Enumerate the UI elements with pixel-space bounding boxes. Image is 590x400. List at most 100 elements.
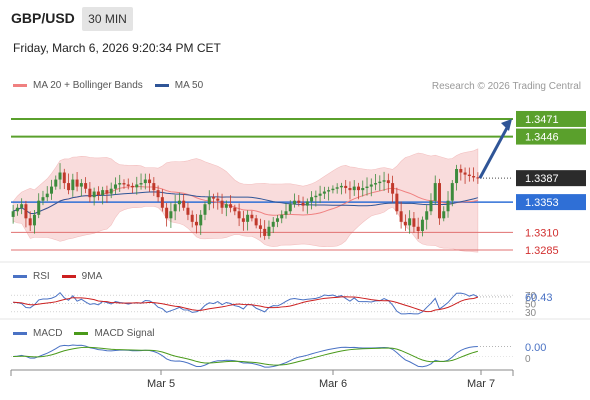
candle-body [177,200,181,205]
candle-body [450,183,454,201]
candle-body [280,214,284,219]
resistance-label-box [516,128,586,145]
candle-body [203,204,207,215]
resistance-label: 1.3446 [525,132,559,144]
ma20-legend-label: MA 20 + Bollinger Bands [33,80,143,91]
candle-body [463,172,467,175]
candle-body [20,204,24,208]
candle-body [165,207,169,219]
candle-body [344,185,348,189]
candle-body [88,188,92,198]
candle-body [339,185,343,188]
x-tick-label: Mar 7 [467,378,495,390]
candle-body [15,207,19,212]
rsi-swatch [13,275,27,278]
candle-body [109,188,113,194]
candle-body [442,211,446,219]
forecast-arrow [478,125,510,179]
candle-body [250,214,254,219]
candle-body [318,193,322,196]
rsi-level-label: 70 [525,291,537,302]
candle-body [293,200,297,205]
candle-body [24,204,28,219]
rsi-value-label: 60.43 [525,292,553,304]
candle-body [28,218,32,226]
candle-body [54,179,58,187]
rsi-ma-line [13,296,479,313]
ma20-swatch [13,84,27,87]
macd-value-label: 0.00 [525,342,546,354]
candle-body [258,225,262,229]
candle-body [11,211,15,217]
candle-body [71,179,75,191]
candle-body [58,172,62,180]
candle-body [224,204,228,208]
candle-body [476,177,480,179]
candle-body [254,218,258,226]
x-tick-label: Mar 6 [319,378,347,390]
candle-body [467,174,471,177]
candle-body [382,180,386,182]
candle-body [275,218,279,222]
candle-body [416,226,420,231]
candle-body [152,183,156,191]
candle-body [182,200,186,208]
candle-body [305,201,309,206]
rsi-level-label: 30 [525,308,537,319]
support-label: 1.3285 [525,245,559,257]
candle-body [62,172,66,184]
resistance-label: 1.3471 [525,114,559,126]
candle-body [126,184,130,186]
candle-body [327,190,331,192]
x-tick-label: Mar 5 [147,378,175,390]
candle-body [84,183,88,189]
candle-body [433,183,437,201]
candle-body [101,190,105,196]
candle-body [348,188,352,191]
candle-body [403,221,407,226]
macd-legend-label: MACD [33,328,63,339]
support-label: 1.3310 [525,227,559,239]
candle-body [301,202,305,206]
candle-body [429,200,433,212]
candle-body [173,204,177,212]
candle-body [32,214,36,226]
candle-body [408,218,412,226]
candle-body [365,186,369,189]
candle-body [113,184,117,189]
candle-body [160,197,164,208]
candle-body [472,176,476,178]
candle-body [241,218,245,222]
macd-zero-label: 0 [525,354,531,365]
pair-title: GBP/USD [11,10,75,26]
candle-body [105,190,109,194]
candle-body [67,183,71,191]
candle-body [356,186,360,191]
candle-body [237,211,241,219]
macd-signal-legend-label: MACD Signal [94,328,155,339]
timeframe-badge[interactable]: 30 MIN [82,7,133,31]
candle-body [143,179,147,184]
candle-body [186,207,190,215]
candle-body [139,183,143,185]
candle-body [310,197,314,202]
candle-body [207,197,211,205]
candle-body [199,214,203,226]
current-price-label: 1.3387 [525,173,559,185]
candle-body [446,200,450,212]
rsi-legend: RSI 9MA [13,271,102,282]
pivot-label: 1.3353 [525,197,559,209]
main-legend: MA 20 + Bollinger Bands MA 50 [13,80,203,91]
rsi-level-label: 50 [525,300,537,311]
rsi-ma-legend-label: 9MA [81,271,103,282]
candle-body [194,221,198,226]
candle-body [267,226,271,236]
candle-body [352,186,356,191]
candle-body [314,195,318,198]
candle-body [378,181,382,184]
candle-body [148,179,152,184]
candle-body [37,200,41,215]
candle-body [75,179,79,187]
candle-body [271,221,275,227]
